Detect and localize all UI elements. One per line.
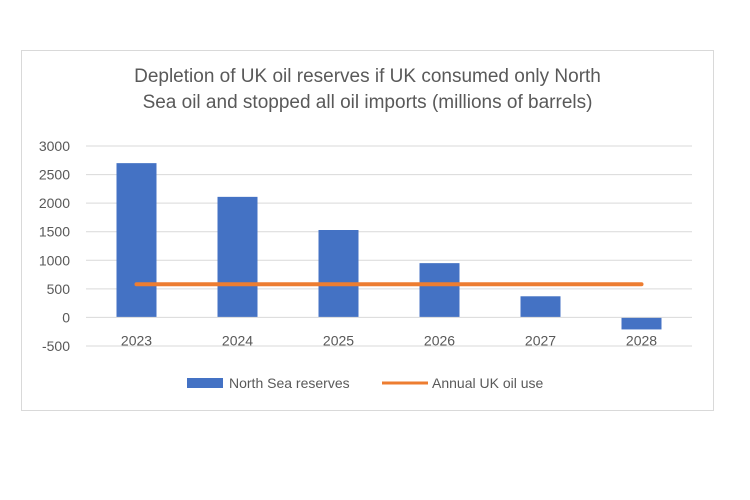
legend-label-annual-uk-oil-use: Annual UK oil use [432,375,544,391]
chart-title-line-1: Depletion of UK oil reserves if UK consu… [134,66,601,87]
bar [217,196,258,318]
chart-title-line-2: Sea oil and stopped all oil imports (mil… [142,92,593,113]
x-tick-label: 2028 [626,332,657,348]
x-tick-label: 2023 [121,332,152,348]
y-tick-label: 0 [62,309,70,325]
y-tick-label: 1000 [39,252,70,268]
chart-title: Depletion of UK oil reserves if UK consu… [21,64,714,116]
bar [520,296,561,318]
bar [419,263,460,318]
x-tick-label: 2026 [424,332,455,348]
bar [116,163,157,318]
bar [621,317,662,330]
x-tick-label: 2025 [323,332,354,348]
y-tick-label: 2000 [39,195,70,211]
y-tick-label: 500 [47,281,71,297]
x-tick-label: 2024 [222,332,253,348]
legend-label-north-sea-reserves: North Sea reserves [229,375,350,391]
bar [318,230,359,318]
y-tick-label: 1500 [39,224,70,240]
y-tick-label: 3000 [39,138,70,154]
y-tick-label: -500 [42,338,70,354]
legend-swatch-north-sea-reserves [187,378,223,388]
y-tick-label: 2500 [39,167,70,183]
x-tick-label: 2027 [525,332,556,348]
